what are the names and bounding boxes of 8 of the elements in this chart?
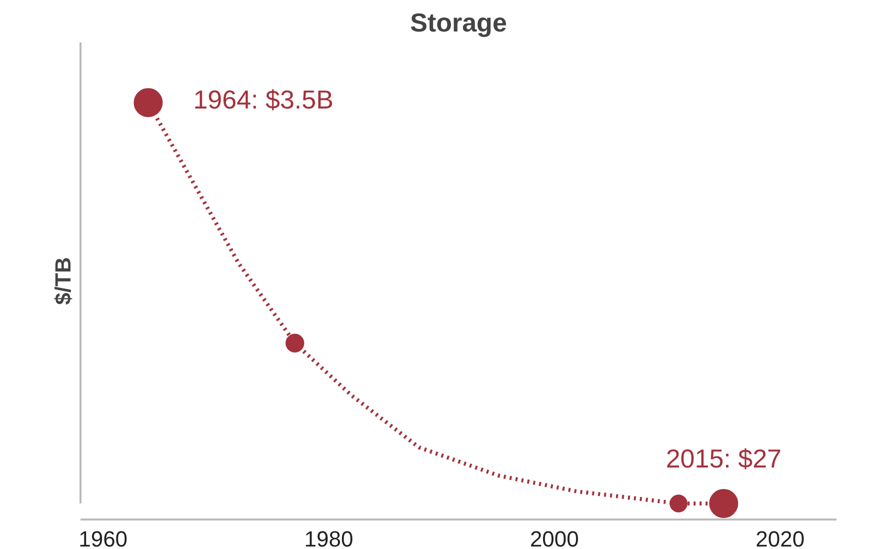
annotation: 2015: $27 xyxy=(666,443,782,474)
x-tick-label: 2000 xyxy=(530,526,579,549)
x-tick-label: 2020 xyxy=(756,526,805,549)
x-tick-label: 1960 xyxy=(78,526,128,549)
chart-title: Storage xyxy=(410,8,507,38)
y-axis-title: $/TB xyxy=(50,257,76,305)
annotation: 1964: $3.5B xyxy=(193,84,334,115)
x-tick-label: 1980 xyxy=(304,526,354,549)
